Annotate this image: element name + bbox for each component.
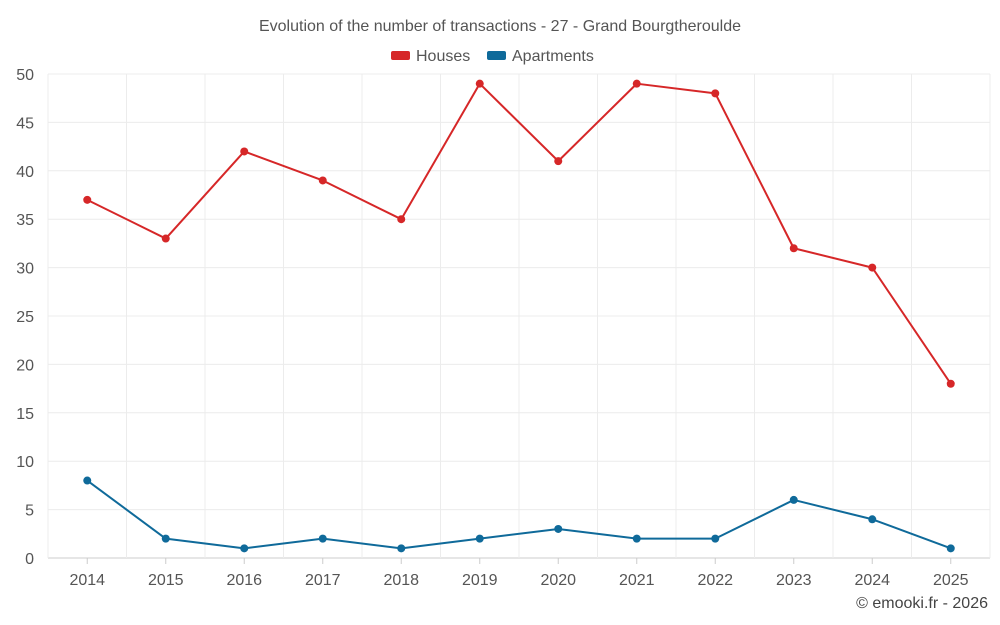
y-tick-label: 35	[16, 212, 34, 229]
x-tick-label: 2025	[933, 572, 969, 589]
data-point-houses[interactable]	[161, 234, 170, 243]
x-tick-label: 2024	[854, 572, 890, 589]
x-tick-label: 2017	[305, 572, 341, 589]
legend: Houses Apartments	[391, 48, 594, 65]
series	[83, 79, 955, 553]
x-tick-label: 2018	[383, 572, 419, 589]
y-tick-label: 25	[16, 309, 34, 326]
data-point-apartments[interactable]	[711, 534, 720, 543]
data-point-houses[interactable]	[632, 79, 641, 88]
legend-label-apartments: Apartments	[512, 48, 594, 65]
x-tick-label: 2020	[540, 572, 576, 589]
x-tick-label: 2022	[697, 572, 733, 589]
y-tick-label: 40	[16, 164, 34, 181]
legend-item-apartments[interactable]: Apartments	[487, 48, 594, 65]
x-tick-label: 2021	[619, 572, 655, 589]
y-tick-label: 50	[16, 67, 34, 84]
x-tick-label: 2019	[462, 572, 498, 589]
chart-title: Evolution of the number of transactions …	[259, 18, 741, 35]
y-tick-label: 0	[25, 551, 34, 568]
legend-swatch-houses	[391, 51, 410, 60]
data-point-apartments[interactable]	[554, 524, 563, 533]
data-point-apartments[interactable]	[397, 544, 406, 553]
credit-text: © emooki.fr - 2026	[856, 595, 988, 612]
data-point-apartments[interactable]	[632, 534, 641, 543]
legend-item-houses[interactable]: Houses	[391, 48, 470, 65]
data-point-houses[interactable]	[397, 215, 406, 224]
data-point-apartments[interactable]	[83, 476, 92, 485]
series-line-houses	[86, 82, 952, 385]
data-point-houses[interactable]	[83, 195, 92, 204]
data-point-houses[interactable]	[318, 176, 327, 185]
x-axis-ticks: 2014 2015 2016 2017 2018 2019 2020 2021 2022 2023…	[69, 558, 969, 589]
data-point-apartments[interactable]	[475, 534, 484, 543]
data-point-apartments[interactable]	[240, 544, 249, 553]
y-tick-label: 5	[25, 503, 34, 520]
data-point-houses[interactable]	[789, 244, 798, 253]
data-point-apartments[interactable]	[868, 515, 877, 524]
data-point-houses[interactable]	[946, 379, 955, 388]
y-tick-label: 20	[16, 357, 34, 374]
data-point-apartments[interactable]	[946, 544, 955, 553]
y-tick-label: 45	[16, 115, 34, 132]
series-line-apartments	[86, 479, 952, 550]
series-houses	[83, 79, 955, 388]
data-point-apartments[interactable]	[318, 534, 327, 543]
data-point-houses[interactable]	[711, 89, 720, 98]
x-tick-label: 2015	[148, 572, 184, 589]
grid	[47, 73, 991, 559]
data-point-houses[interactable]	[868, 263, 877, 272]
data-point-houses[interactable]	[554, 157, 563, 166]
data-point-houses[interactable]	[240, 147, 249, 156]
data-point-apartments[interactable]	[789, 495, 798, 504]
x-tick-label: 2016	[226, 572, 262, 589]
legend-swatch-apartments	[487, 51, 506, 60]
y-tick-label: 15	[16, 406, 34, 423]
data-point-apartments[interactable]	[161, 534, 170, 543]
y-axis-ticks: 0 5 10 15 20 25 30 35 40 45 50	[16, 67, 34, 568]
x-tick-label: 2023	[776, 572, 812, 589]
y-tick-label: 10	[16, 454, 34, 471]
legend-label-houses: Houses	[416, 48, 470, 65]
y-tick-label: 30	[16, 261, 34, 278]
data-point-houses[interactable]	[475, 79, 484, 88]
x-tick-label: 2014	[69, 572, 105, 589]
series-apartments	[83, 476, 955, 553]
